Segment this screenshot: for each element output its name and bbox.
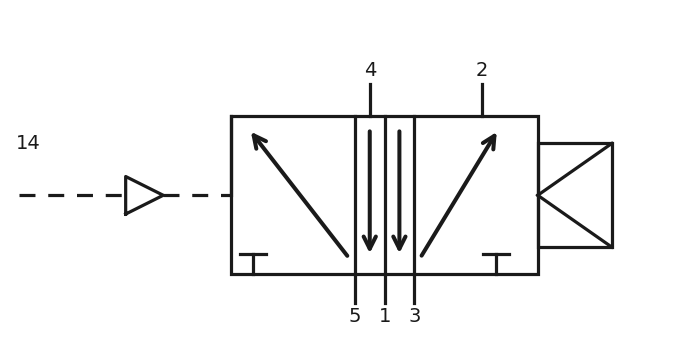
Text: 1: 1 — [378, 307, 391, 327]
Text: 3: 3 — [408, 307, 420, 327]
Text: 4: 4 — [364, 61, 376, 80]
Bar — [232, 116, 537, 274]
Text: 14: 14 — [16, 134, 40, 153]
Bar — [537, 143, 612, 247]
Text: 2: 2 — [476, 61, 489, 80]
Text: 5: 5 — [349, 307, 361, 327]
